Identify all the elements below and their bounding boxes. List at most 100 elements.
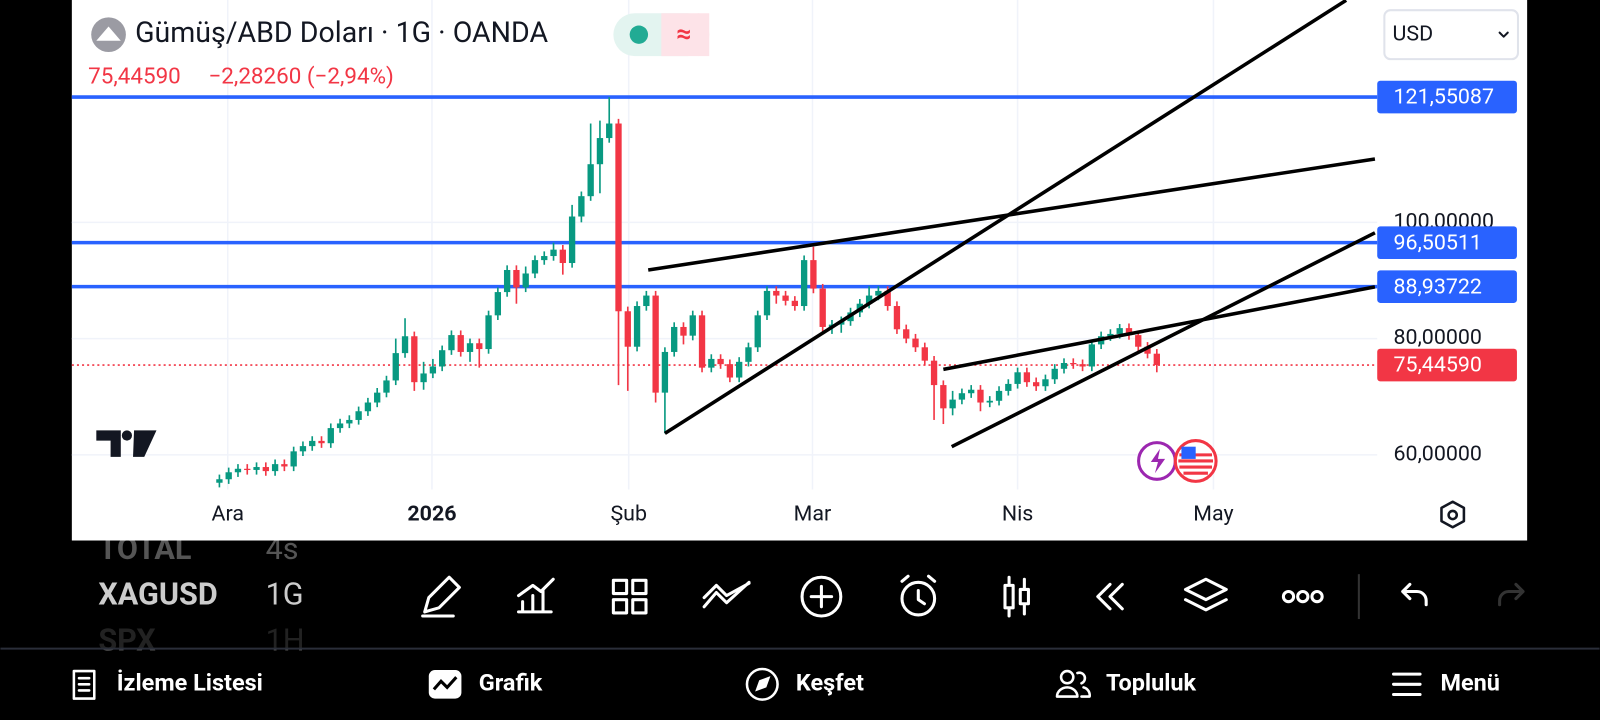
- nav-item[interactable]: Grafik: [479, 668, 543, 696]
- undo-button[interactable]: [1401, 582, 1428, 607]
- add-tool[interactable]: [800, 575, 843, 618]
- candle-body: [995, 390, 1003, 401]
- candle-body: [1033, 382, 1040, 387]
- candle-body: [949, 399, 956, 409]
- nav-icon-needle: [755, 676, 771, 692]
- trendline: [950, 231, 1376, 449]
- watch-symbol[interactable]: XAGUSD: [98, 578, 217, 613]
- nav-item[interactable]: İzleme Listesi: [117, 668, 263, 696]
- candle-body: [234, 468, 242, 473]
- candle-body: [253, 467, 260, 470]
- candle-body: [736, 361, 743, 378]
- candle-body: [568, 216, 576, 264]
- bottom-nav: İzleme Listesi Grafik Keşfet Topluluk Me…: [72, 667, 1500, 701]
- candle-body: [763, 290, 771, 316]
- price-tag: [1377, 80, 1517, 114]
- trendlines: [647, 0, 1376, 449]
- indicators-tool[interactable]: [516, 577, 555, 614]
- candle-body: [791, 300, 799, 307]
- more-dot[interactable]: [1281, 589, 1296, 604]
- delay-icon: ≈: [676, 19, 691, 50]
- trendline: [943, 285, 1376, 372]
- x-tick-label: Ara: [212, 502, 244, 527]
- nav-icon: [745, 667, 779, 701]
- nav-item[interactable]: Menü: [1440, 668, 1499, 696]
- candle-body: [903, 329, 910, 339]
- candle-body: [550, 249, 557, 257]
- candle-body: [717, 358, 724, 365]
- candle-body: [1051, 368, 1058, 380]
- candle-body: [1014, 372, 1021, 384]
- draw-tool[interactable]: [421, 575, 461, 618]
- logo-dot: [121, 430, 133, 441]
- candle-body: [921, 347, 928, 361]
- candle-body: [810, 260, 817, 289]
- candle-body: [318, 440, 325, 444]
- candle-body: [745, 347, 752, 362]
- candle-body: [299, 446, 307, 452]
- candle-body: [346, 419, 353, 424]
- watch-interval: 1G: [266, 578, 304, 613]
- nav-item[interactable]: Topluluk: [1106, 668, 1197, 696]
- candle-body: [1135, 335, 1142, 347]
- chart-type-tool[interactable]: [1003, 575, 1030, 618]
- candle-body: [587, 164, 594, 197]
- plot-area: Ara 2026 Şub Mar Nis May60,0000080,00000100,0…: [71, 0, 1517, 527]
- candle-body: [596, 138, 604, 165]
- candle-body: [1023, 372, 1031, 383]
- candle-body: [531, 260, 539, 274]
- candle-body: [1125, 328, 1133, 336]
- y-tick-label: 80,00000: [1394, 325, 1482, 350]
- candle-body: [633, 306, 641, 347]
- redo-button: [1498, 582, 1525, 607]
- candle-body: [392, 353, 399, 381]
- settings-button[interactable]: [1440, 500, 1466, 529]
- candle-body: [522, 273, 529, 288]
- candle-body: [457, 335, 464, 352]
- x-tick-label: May: [1193, 502, 1233, 527]
- x-tick-label: Nis: [1002, 502, 1034, 527]
- candle-body: [671, 326, 678, 352]
- trendline: [647, 157, 1376, 272]
- candle-body: [884, 290, 891, 307]
- candle-body: [698, 315, 706, 368]
- candle-body: [615, 123, 622, 312]
- nav-item[interactable]: Keşfet: [796, 668, 864, 696]
- candle-body: [401, 336, 409, 354]
- replay-tool[interactable]: [1096, 582, 1124, 611]
- candle-body: [986, 400, 993, 403]
- toolbar: [421, 574, 1525, 620]
- candle-body: [559, 249, 566, 264]
- layouts-tool[interactable]: [611, 578, 648, 615]
- candle-body: [754, 315, 761, 348]
- candle-body: [1079, 364, 1086, 367]
- symbol-title[interactable]: Gümüş/ABD Doları · 1G · OANDA: [135, 16, 548, 49]
- x-tick-label: Şub: [610, 502, 647, 527]
- alert-tool[interactable]: [900, 580, 937, 617]
- candle-body: [327, 428, 334, 444]
- nav-icon: [1392, 672, 1422, 697]
- candle-body: [912, 338, 919, 348]
- y-tick-label: 60,00000: [1394, 441, 1482, 466]
- flag-canton: [1181, 446, 1196, 459]
- candle-body: [958, 393, 966, 400]
- candle-body: [930, 360, 938, 386]
- candle-body: [1088, 344, 1096, 367]
- candle-body: [1042, 379, 1049, 387]
- dropdown-caret: [1498, 31, 1509, 38]
- event-bolt: [1150, 448, 1166, 474]
- layers-tool[interactable]: [1183, 577, 1228, 612]
- compare-tool[interactable]: [702, 580, 751, 609]
- currency-select[interactable]: [1383, 9, 1519, 61]
- candle-body: [383, 380, 390, 393]
- candle-body: [1070, 362, 1077, 365]
- candle-body: [1107, 333, 1114, 337]
- candle-body: [940, 385, 947, 409]
- more-dot: [1310, 589, 1324, 604]
- price-tag-label: 96,50511: [1394, 230, 1482, 255]
- candle-body: [374, 392, 381, 403]
- candle-body: [429, 366, 437, 374]
- fade: [0, 616, 1600, 649]
- candle-body: [439, 350, 446, 367]
- nav-icon-line: [432, 676, 458, 691]
